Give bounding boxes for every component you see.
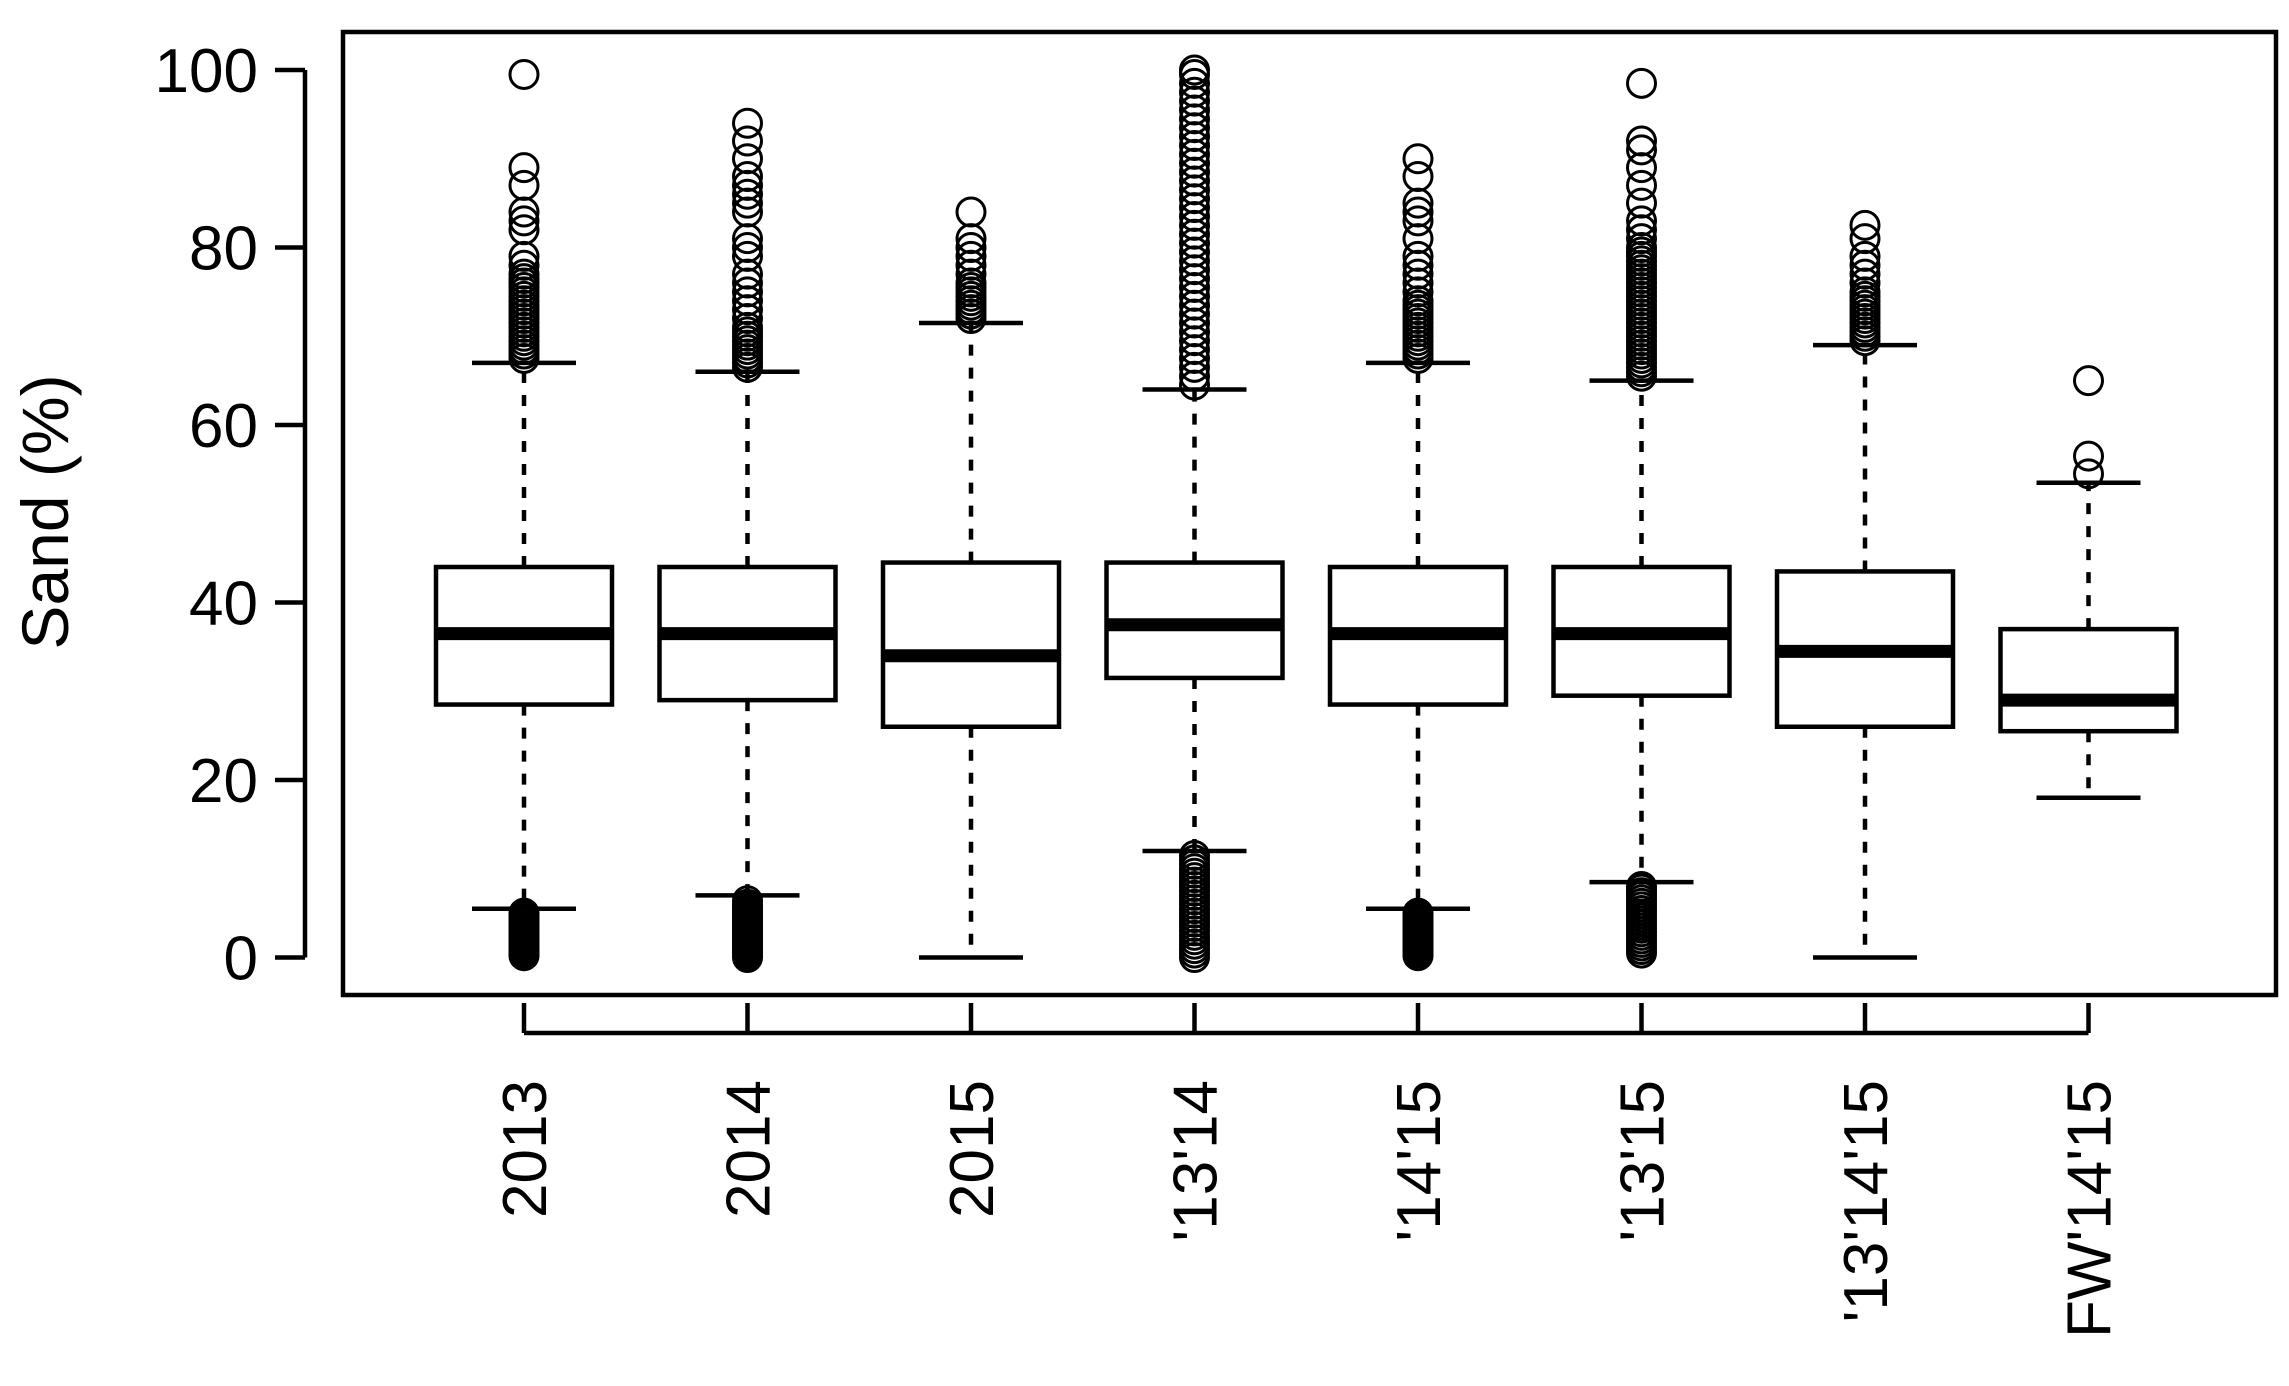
outlier-point <box>1402 258 1434 290</box>
outlier-point <box>1179 67 1210 99</box>
outlier-point <box>2073 458 2104 490</box>
x-tick-label: 2015 <box>938 1080 1007 1218</box>
y-tick-label: 80 <box>189 215 258 284</box>
outlier-point <box>1626 871 1657 902</box>
x-tick-label: '13'14 <box>1162 1080 1231 1242</box>
outlier-point <box>1402 897 1434 929</box>
x-tick-label: '14'15 <box>1385 1080 1454 1242</box>
outlier-point <box>732 232 763 263</box>
x-axis: 2013 2014 2015 '13'14 '14'15 '13'15 '13'14'15 F… <box>491 1003 2125 1338</box>
boxes-layer <box>433 54 2179 973</box>
x-tick-label: FW'14'15 <box>2056 1080 2125 1338</box>
outlier-point <box>732 143 763 175</box>
y-axis-label: Sand (%) <box>8 374 82 649</box>
y-tick-label: 20 <box>189 747 258 816</box>
box-group <box>1774 209 1956 960</box>
outlier-point <box>1402 196 1434 228</box>
outlier-point <box>1849 223 1881 255</box>
outlier-point <box>508 152 540 184</box>
box-group <box>1327 143 1509 972</box>
outlier-point <box>2073 440 2104 472</box>
outlier-point <box>1849 258 1881 290</box>
y-tick-label: 60 <box>189 392 258 461</box>
outlier-point <box>732 125 763 157</box>
outlier-point <box>732 885 763 917</box>
outlier-point <box>1626 67 1657 99</box>
outlier-point <box>1402 240 1434 272</box>
outlier-point <box>955 240 987 272</box>
outlier-point <box>732 107 763 139</box>
outlier-point <box>1626 134 1657 166</box>
y-tick-label: 40 <box>189 570 258 639</box>
outlier-point <box>732 240 763 272</box>
outlier-point <box>508 58 540 90</box>
outlier-point <box>1626 223 1657 255</box>
outlier-point <box>508 258 540 290</box>
outlier-point <box>1402 161 1434 192</box>
outlier-point <box>508 169 540 201</box>
outlier-point <box>955 232 987 263</box>
x-tick-label: 2014 <box>715 1080 784 1218</box>
outlier-point <box>1402 205 1434 237</box>
outlier-point <box>1402 143 1434 175</box>
outlier-point <box>508 897 540 929</box>
plot-frame <box>340 29 2279 998</box>
outlier-point <box>955 196 987 228</box>
y-tick-label: 100 <box>155 37 258 106</box>
outlier-point <box>732 276 763 308</box>
outlier-point <box>1849 240 1881 272</box>
x-tick-label: 2013 <box>491 1080 560 1218</box>
outlier-point <box>1626 187 1657 219</box>
outlier-point <box>732 161 763 192</box>
x-tick-label: '13'14'15 <box>1832 1080 1901 1322</box>
outlier-point <box>2073 365 2104 397</box>
outlier-point <box>1626 205 1657 237</box>
outlier-point <box>1179 54 1210 86</box>
outlier-point <box>508 249 540 281</box>
box-group <box>880 196 1062 960</box>
iqr-box <box>1998 626 2179 734</box>
box-group <box>657 107 838 973</box>
box-group <box>1998 365 2179 800</box>
outlier-point <box>508 205 540 237</box>
outlier-point <box>1626 125 1657 157</box>
outlier-point <box>732 178 763 210</box>
outlier-point <box>1849 209 1881 241</box>
outlier-point <box>508 214 540 246</box>
outlier-point <box>1179 839 1210 871</box>
iqr-box <box>880 560 1062 729</box>
outlier-point <box>1179 76 1210 108</box>
box-group <box>433 58 615 972</box>
outlier-point <box>1626 169 1657 201</box>
y-tick-label: 0 <box>224 925 258 994</box>
box-group <box>1104 54 1285 973</box>
x-tick-label: '13'15 <box>1609 1080 1678 1242</box>
box-group <box>1551 67 1732 969</box>
y-axis: 0 20 40 60 80 100 <box>155 37 308 994</box>
